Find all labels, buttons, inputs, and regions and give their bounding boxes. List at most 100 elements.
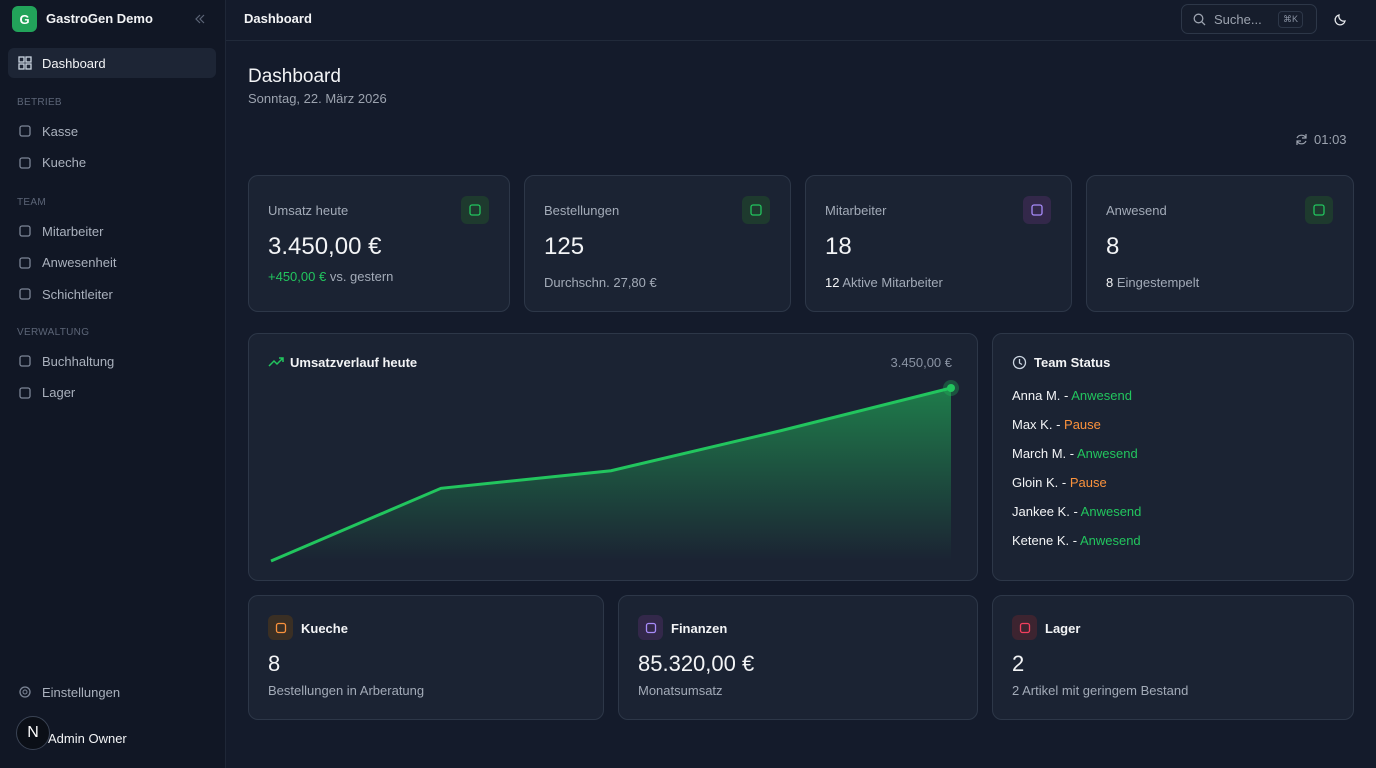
icon	[19, 225, 31, 237]
icon	[19, 156, 31, 169]
member-status: Anwesend	[1079, 533, 1141, 548]
user-name: Admin Owner	[48, 731, 127, 746]
stat-note: Durchschn. 27,80 €	[544, 275, 657, 290]
nav-item[interactable]: Kasse	[8, 116, 216, 146]
icon	[19, 686, 31, 698]
stat-note: 12 Aktive Mitarbeiter	[825, 275, 943, 290]
icon-shape	[19, 256, 31, 269]
icon-shape	[275, 622, 286, 633]
member-status: Anwesend	[1077, 446, 1138, 461]
module-card[interactable]: Kueche 8 Bestellungen in Arberatung	[248, 595, 604, 720]
separator: -	[1052, 417, 1065, 432]
nav-item[interactable]: Buchhaltung	[8, 346, 216, 376]
logo: G	[12, 6, 37, 32]
module-title: Kueche	[301, 621, 348, 636]
team-row: Max K. - Pause	[1012, 417, 1101, 432]
stat-value: 125	[544, 233, 585, 260]
icon	[1313, 204, 1325, 216]
search-icon	[1193, 13, 1206, 26]
stat-note: 8 Eingestempelt	[1106, 275, 1199, 290]
team-card: Team Status Anna M. - Anwesend Max K. - P…	[992, 333, 1354, 581]
nav-item[interactable]: Schichtleiter	[8, 279, 216, 309]
icon	[1031, 204, 1043, 216]
nav-label: Kueche	[42, 155, 87, 170]
topbar: Dashboard Suche... ⌘K	[226, 0, 1376, 41]
icon-shape	[469, 204, 481, 216]
collapse-icon[interactable]	[194, 13, 206, 25]
member-name: Jankee K.	[1012, 504, 1070, 519]
stat-icon	[1023, 196, 1051, 224]
nav-item[interactable]: Anwesenheit	[8, 248, 216, 278]
module-note: Monatsumsatz	[638, 683, 723, 698]
icon-shape	[19, 386, 31, 399]
nav-item[interactable]: Kueche	[8, 148, 216, 178]
nav-item[interactable]: Mitarbeiter	[8, 216, 216, 246]
chart-title: Umsatzverlauf heute	[290, 355, 418, 370]
icon	[469, 204, 481, 216]
line	[270, 386, 952, 563]
section-title: VERWALTUNG	[17, 327, 90, 338]
section-title: TEAM	[17, 197, 46, 208]
stat-note-text: Eingestempelt	[1116, 275, 1200, 290]
icon-shape	[1313, 204, 1325, 216]
team-title: Team Status	[1034, 355, 1111, 370]
module-card[interactable]: Lager 2 2 Artikel mit geringem Bestand	[992, 595, 1354, 720]
refresh-icon[interactable]	[1295, 133, 1308, 146]
chart	[270, 380, 959, 563]
icon	[19, 125, 31, 137]
member-name: Max K.	[1012, 417, 1053, 432]
module-icon	[268, 615, 293, 640]
member-name: Ketene K.	[1012, 533, 1070, 548]
stat-note-text: Durchschn. 27,80 €	[544, 275, 657, 290]
member-status: Pause	[1064, 417, 1101, 432]
icon	[19, 386, 31, 399]
nav-label: Schichtleiter	[42, 286, 113, 302]
sidebar: G GastroGen Demo Dashboard Einstellungen…	[0, 0, 226, 768]
team-row: Anna M. - Anwesend	[1012, 388, 1132, 403]
nav-item[interactable]: Lager	[8, 378, 216, 408]
member-status: Anwesend	[1071, 388, 1132, 403]
nav-label: Lager	[42, 385, 76, 400]
module-value: 8	[268, 651, 281, 676]
module-card[interactable]: Finanzen 85.320,00 € Monatsumsatz	[618, 595, 978, 720]
icon-shape	[19, 156, 31, 169]
nav-settings[interactable]: Einstellungen	[8, 677, 216, 707]
chart-total: 3.450,00 €	[890, 355, 952, 370]
member-status: Pause	[1069, 475, 1107, 490]
icon-shape	[1031, 204, 1043, 216]
module-title: Lager	[1045, 621, 1081, 636]
icon-shape	[19, 225, 31, 237]
icon	[645, 622, 656, 633]
icon	[19, 256, 31, 269]
icon-shape	[1019, 622, 1030, 633]
icon	[19, 288, 31, 300]
nav-label: Buchhaltung	[42, 353, 115, 369]
page-title: Dashboard	[248, 66, 341, 87]
icon	[1019, 622, 1030, 633]
stat-value: 8	[1106, 233, 1120, 260]
nav-dashboard[interactable]: Dashboard	[8, 48, 216, 78]
stat-label: Mitarbeiter	[825, 203, 887, 218]
trend-icon	[268, 357, 284, 367]
team-row: Gloin K. - Pause	[1012, 475, 1107, 490]
stat-count: 12	[825, 275, 840, 290]
stat-icon	[1305, 196, 1333, 224]
nav-label: Dashboard	[42, 55, 106, 71]
module-title: Finanzen	[671, 621, 728, 636]
brand: GastroGen Demo	[46, 11, 153, 26]
nav-label: Anwesenheit	[42, 255, 117, 270]
search-box[interactable]: Suche... ⌘K	[1181, 4, 1317, 34]
module-value: 85.320,00 €	[638, 651, 755, 676]
stat-delta: +450,00 €	[268, 269, 327, 284]
topbar-title: Dashboard	[244, 11, 312, 26]
theme-toggle[interactable]	[1334, 12, 1348, 26]
end-point	[947, 384, 955, 392]
avatar[interactable]: N	[16, 716, 50, 750]
clock: 01:03	[1314, 132, 1347, 147]
stat-note: +450,00 € vs. gestern	[268, 269, 393, 284]
stat-value: 18	[825, 233, 852, 260]
stat-card: Bestellungen 125 Durchschn. 27,80 €	[524, 175, 791, 312]
separator: -	[1060, 388, 1072, 403]
member-status: Anwesend	[1080, 504, 1142, 519]
stat-note-text: vs. gestern	[329, 269, 394, 284]
